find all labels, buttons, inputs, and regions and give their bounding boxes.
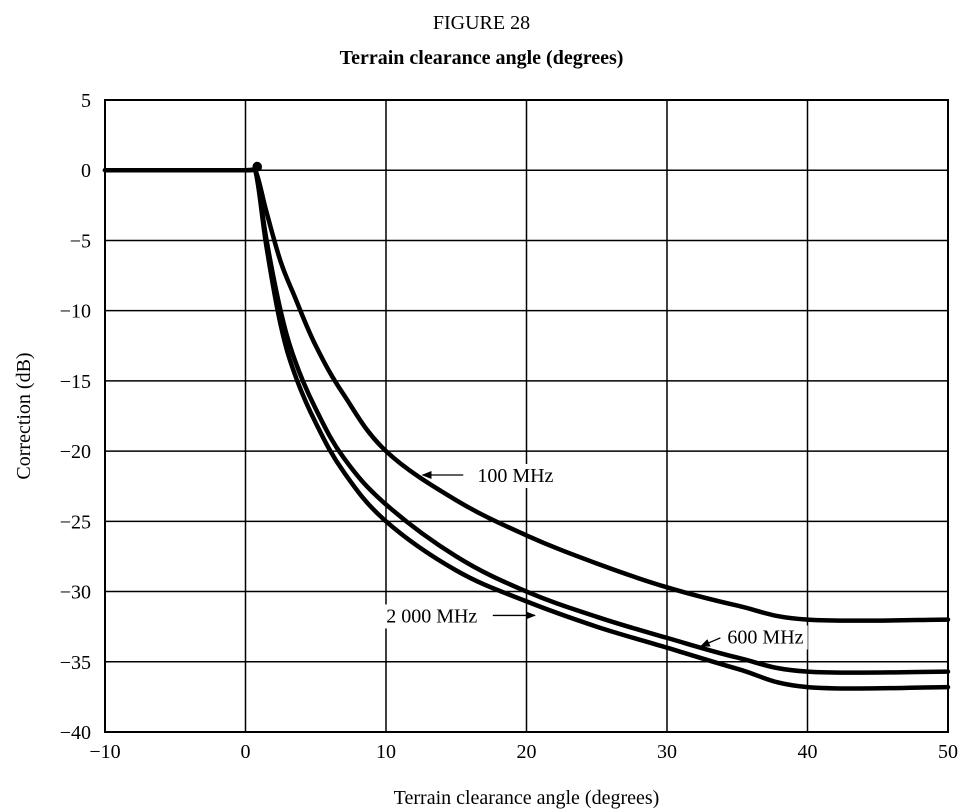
series-line-2000mhz bbox=[102, 161, 951, 691]
annotation-arrow-600mhz bbox=[699, 637, 721, 647]
x-axis-title: Terrain clearance angle (degrees) bbox=[394, 787, 660, 809]
figure-number: FIGURE 28 bbox=[432, 12, 531, 34]
x-tick-labels: −10 0 10 20 30 40 50 bbox=[89, 741, 958, 763]
y-tick-label: −15 bbox=[60, 371, 91, 393]
annotation-label-100mhz: 100 MHz bbox=[477, 465, 553, 487]
y-tick-label: −35 bbox=[60, 652, 91, 674]
annotation-background bbox=[473, 463, 558, 488]
chart-title: Terrain clearance angle (degrees) bbox=[339, 47, 624, 69]
grid bbox=[104, 99, 949, 733]
x-tick-label: 30 bbox=[657, 741, 677, 763]
annotations: 100 MHz 600 MHz 2 000 MHz bbox=[382, 463, 808, 650]
y-tick-label: −25 bbox=[60, 511, 91, 533]
y-tick-label: −5 bbox=[70, 230, 91, 252]
x-tick-label: 40 bbox=[798, 741, 818, 763]
y-tick-label: −10 bbox=[60, 301, 91, 323]
plot-frame bbox=[104, 99, 949, 733]
y-tick-label: −20 bbox=[60, 441, 91, 463]
y-tick-label: −40 bbox=[60, 722, 91, 744]
y-tick-label: −30 bbox=[60, 582, 91, 604]
y-tick-labels: 5 0 −5 −10 −15 −20 −25 −30 −35 −40 bbox=[60, 90, 91, 744]
x-tick-label: 20 bbox=[517, 741, 537, 763]
y-tick-label: 5 bbox=[81, 90, 91, 112]
y-axis-title: Correction (dB) bbox=[13, 352, 35, 479]
x-tick-label: 10 bbox=[376, 741, 396, 763]
annotation-background bbox=[723, 625, 808, 650]
series-group bbox=[102, 161, 951, 691]
annotation-label-600mhz: 600 MHz bbox=[727, 626, 803, 648]
y-tick-label: 0 bbox=[81, 160, 91, 182]
x-tick-label: 0 bbox=[241, 741, 251, 763]
annotation-background bbox=[382, 604, 482, 629]
x-tick-label: 50 bbox=[938, 741, 958, 763]
x-tick-label: −10 bbox=[89, 741, 120, 763]
annotation-label-2000mhz: 2 000 MHz bbox=[386, 605, 477, 627]
